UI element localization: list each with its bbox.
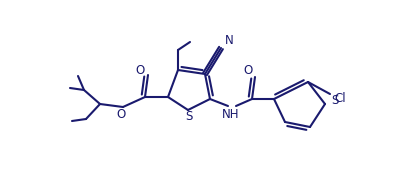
Text: S: S xyxy=(331,94,339,108)
Text: NH: NH xyxy=(222,108,240,120)
Text: N: N xyxy=(224,33,233,46)
Text: O: O xyxy=(243,64,253,78)
Text: O: O xyxy=(116,108,126,122)
Text: O: O xyxy=(135,64,144,76)
Text: S: S xyxy=(185,110,193,124)
Text: Cl: Cl xyxy=(334,92,346,104)
